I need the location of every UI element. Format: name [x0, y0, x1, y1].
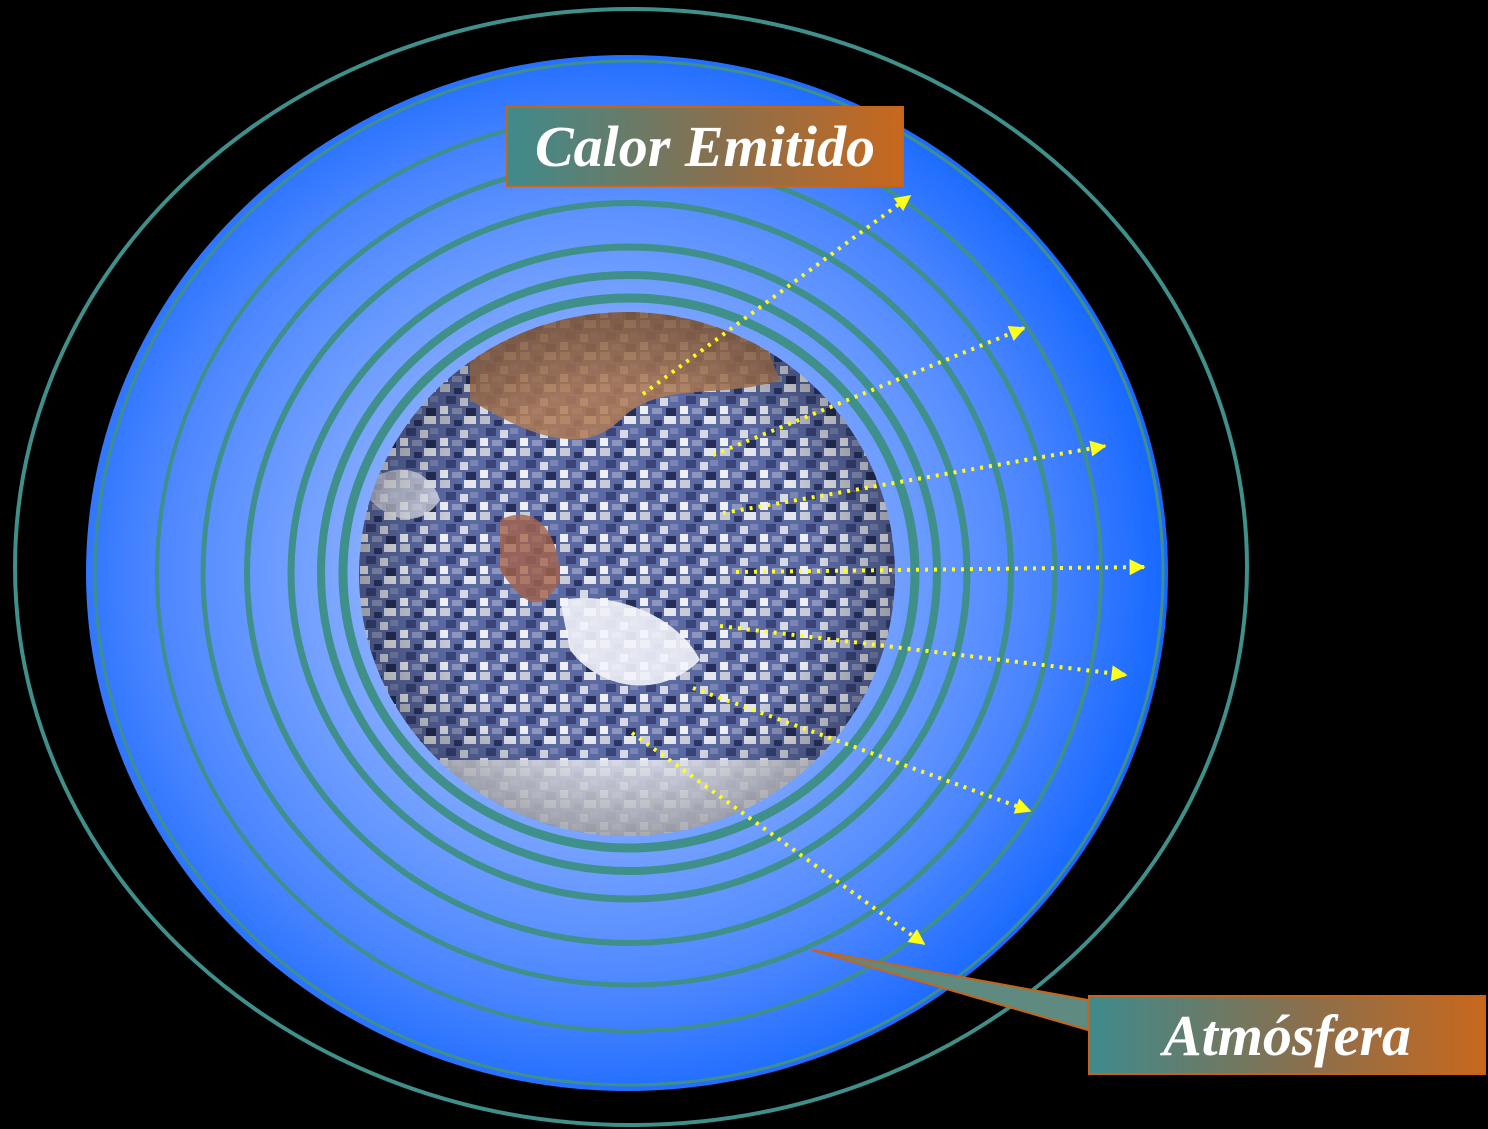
atmosfera-text: Atmósfera [1162, 1002, 1412, 1068]
heat-arrow-icon [630, 731, 926, 946]
heat-arrows [630, 194, 1146, 946]
earth-globe-icon [359, 312, 895, 836]
heat-arrow-icon [692, 686, 1032, 814]
heat-arrow-icon [712, 326, 1026, 457]
ring [244, 200, 1014, 946]
ring [338, 293, 920, 853]
heat-arrow-icon [722, 440, 1107, 515]
ring [317, 271, 941, 875]
ring [93, 59, 1165, 1087]
calor-emitido-label: Calor Emitido [506, 106, 904, 187]
calor-emitido-text: Calor Emitido [534, 114, 875, 179]
ring [287, 243, 971, 903]
outer-ring [13, 7, 1249, 1127]
atmosfera-label: Atmósfera [1088, 995, 1486, 1075]
heat-arrow-icon [641, 194, 912, 396]
